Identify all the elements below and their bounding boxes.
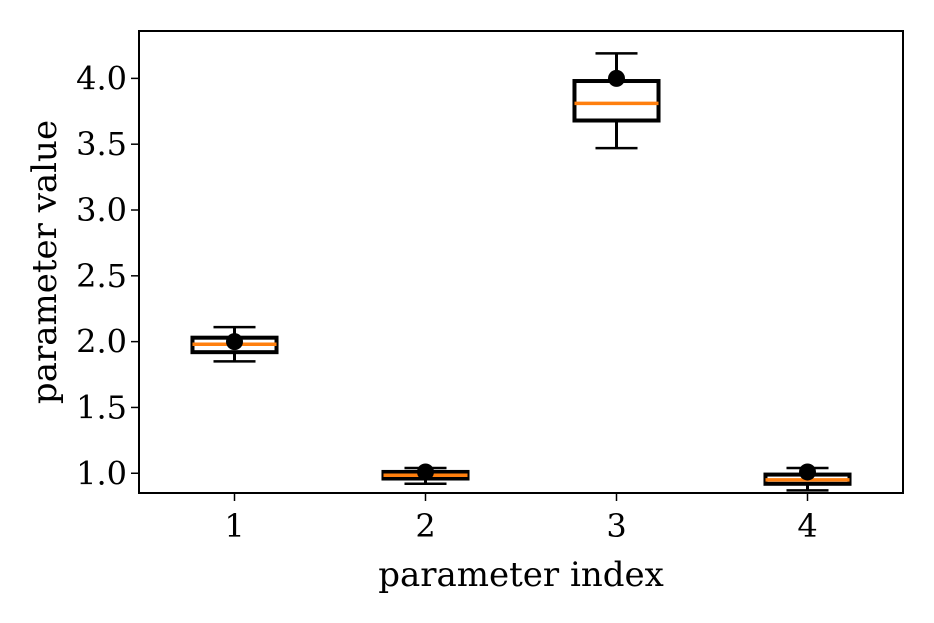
y-tick-label: 2.0 [76, 323, 127, 361]
true-value-marker [608, 69, 625, 87]
box-2 [381, 463, 470, 486]
y-axis: 1.0 1.5 2.0 2.5 3.0 3.5 4.0 [76, 59, 139, 492]
plot-area-frame [138, 30, 904, 494]
x-tick-label: 1 [224, 507, 244, 545]
box-1 [190, 325, 279, 363]
box-3 [572, 52, 661, 150]
y-tick-label: 3.0 [76, 191, 127, 229]
box-iqr [572, 79, 661, 123]
x-axis-label: parameter index [378, 555, 664, 595]
y-tick-label: 2.5 [76, 257, 127, 295]
x-axis: 1 2 3 4 [224, 493, 818, 545]
true-value-marker [799, 463, 816, 481]
x-tick-label: 3 [606, 507, 626, 545]
true-value-marker [226, 333, 243, 351]
y-tick-label: 4.0 [76, 59, 127, 97]
x-tick-label: 4 [797, 507, 817, 545]
y-tick-label: 1.0 [76, 454, 127, 492]
true-value-marker [417, 463, 434, 481]
boxes-layer [190, 52, 852, 492]
y-axis-label: parameter value [25, 120, 65, 404]
x-tick-label: 2 [415, 507, 435, 545]
box-4 [763, 463, 852, 492]
y-tick-label: 3.5 [76, 125, 127, 163]
y-tick-label: 1.5 [76, 388, 127, 426]
